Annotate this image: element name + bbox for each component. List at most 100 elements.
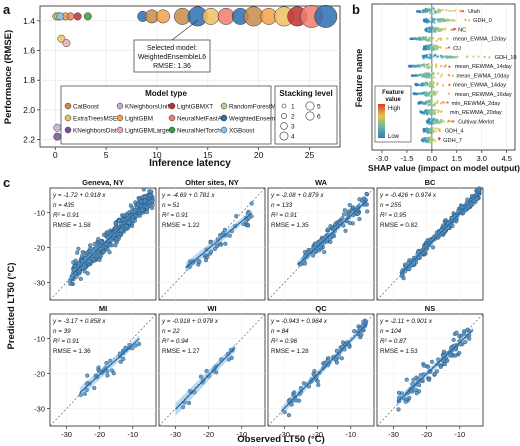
c-observation-point — [328, 239, 333, 244]
c-facet-title: NS — [425, 304, 435, 313]
c-stat-line: y = -0.943 + 0.964 x — [270, 318, 328, 325]
b-shap-point — [459, 9, 462, 12]
model-legend-swatch — [220, 114, 228, 122]
b-shap-point — [433, 113, 436, 116]
c-fit-line — [185, 212, 253, 269]
b-shap-point — [433, 127, 436, 130]
c-fit-line — [399, 192, 481, 275]
size-legend-label: 3 — [291, 124, 295, 131]
panel-a: a 0 5 10 15 20 251.41.61.82.02.2 Inference la… — [3, 2, 341, 169]
model-legend-label: WeightedEnsemble — [229, 116, 284, 123]
b-feature-row — [419, 108, 443, 116]
c-x-tick-label: -20 — [421, 430, 432, 439]
size-legend-swatch — [281, 103, 287, 109]
c-confidence-band — [185, 210, 252, 273]
c-observation-point — [78, 276, 83, 281]
b-shap-point — [428, 65, 432, 68]
c-observation-point — [359, 332, 364, 337]
b-shap-point — [435, 102, 439, 105]
c-observation-point — [91, 257, 96, 262]
b-shap-point — [430, 9, 433, 13]
c-observation-point — [401, 276, 406, 281]
b-shap-point — [426, 21, 429, 24]
a-y-tick-label: 2.0 — [23, 105, 35, 115]
b-feature-row — [422, 44, 451, 52]
b-shap-point — [431, 80, 434, 84]
c-fit-line — [396, 329, 474, 403]
b-shap-point — [472, 55, 475, 58]
b-x-tick-label: 3.0 — [477, 154, 487, 163]
b-shap-point — [419, 73, 423, 76]
c-facet-title: Ohter sites, NY — [185, 178, 239, 187]
c-observation-point — [414, 391, 419, 396]
b-shap-point — [434, 30, 437, 33]
b-shap-point — [430, 141, 434, 144]
b-shap-point — [423, 137, 426, 140]
c-fit-line — [297, 199, 368, 266]
b-shap-point — [417, 74, 421, 77]
a-model-point — [314, 4, 338, 28]
c-observation-point — [107, 242, 112, 247]
model-legend-label: CatBoost — [73, 104, 99, 111]
b-shap-point — [433, 21, 436, 24]
b-shap-point — [422, 56, 425, 59]
b-shap-point — [413, 92, 416, 95]
b-feature-row — [421, 53, 491, 60]
c-observation-point — [292, 390, 297, 395]
c-observation-point — [87, 249, 92, 254]
c-observation-point — [96, 251, 102, 257]
model-type-legend-box — [60, 85, 272, 145]
b-shap-point — [447, 119, 451, 122]
c-observation-point — [130, 223, 135, 228]
b-shap-point — [429, 118, 432, 121]
panel-a-ticks: 0 5 10 15 20 25 1.4 1.6 1.8 2.0 2.2 — [23, 16, 314, 160]
c-observation-point — [218, 232, 223, 238]
b-shap-point — [429, 57, 432, 60]
model-legend-swatch — [168, 102, 176, 110]
b-shap-point — [446, 37, 449, 40]
b-shap-point — [432, 85, 435, 89]
c-stat-line: R² = 0.96 — [271, 338, 298, 345]
b-shap-point — [413, 74, 416, 77]
c-observation-point — [352, 329, 357, 334]
panel-b-xlabel: SHAP value (impact on model output) — [368, 163, 520, 173]
b-feature-row — [414, 80, 451, 89]
b-shap-point — [431, 112, 434, 115]
c-x-tick-label: -30 — [61, 430, 72, 439]
b-shap-point — [431, 130, 435, 133]
c-observation-point — [117, 218, 122, 223]
c-y-tick-label: -30 — [34, 405, 45, 414]
b-shap-point — [415, 83, 419, 86]
b-shap-point — [428, 26, 431, 29]
c-observation-point — [328, 224, 333, 229]
c-facet: Ohter sites, NY y = -4.69 + 0.781 x n = 51… — [158, 178, 266, 301]
b-shap-point — [429, 12, 432, 15]
c-observation-point — [186, 400, 192, 406]
b-shap-point — [428, 136, 431, 139]
selected-model-annotation: Selected model: WeightedEnsembleL6 RMSE:… — [133, 20, 211, 73]
c-observation-point — [92, 385, 97, 391]
a-model-point — [56, 12, 65, 21]
c-stat-line: RMSE = 1.58 — [53, 222, 91, 229]
c-stat-line: n = 255 — [380, 202, 402, 209]
c-x-tick-label: -30 — [170, 430, 181, 439]
b-shap-point — [427, 39, 430, 43]
c-observation-point — [105, 373, 110, 378]
c-y-tick-label: -20 — [34, 370, 45, 379]
c-stat-line: n = 104 — [380, 328, 402, 335]
c-stat-line: y = -2.08 + 0.879 x — [270, 192, 324, 199]
c-observation-point — [364, 191, 369, 196]
b-shap-point — [425, 38, 428, 42]
b-shap-point — [442, 120, 446, 123]
b-shap-point — [439, 17, 442, 21]
c-observation-point — [77, 270, 83, 275]
size-legend-swatch — [279, 131, 289, 141]
b-feature-label: GDH_7 — [443, 138, 462, 144]
c-observation-point — [427, 377, 432, 382]
b-shap-point — [445, 47, 448, 50]
b-shap-point — [424, 84, 427, 87]
c-observation-point — [118, 359, 123, 364]
c-observation-point — [127, 220, 132, 225]
b-feature-label: mean_REWMA_14day — [455, 64, 512, 70]
b-shap-point — [419, 92, 422, 95]
